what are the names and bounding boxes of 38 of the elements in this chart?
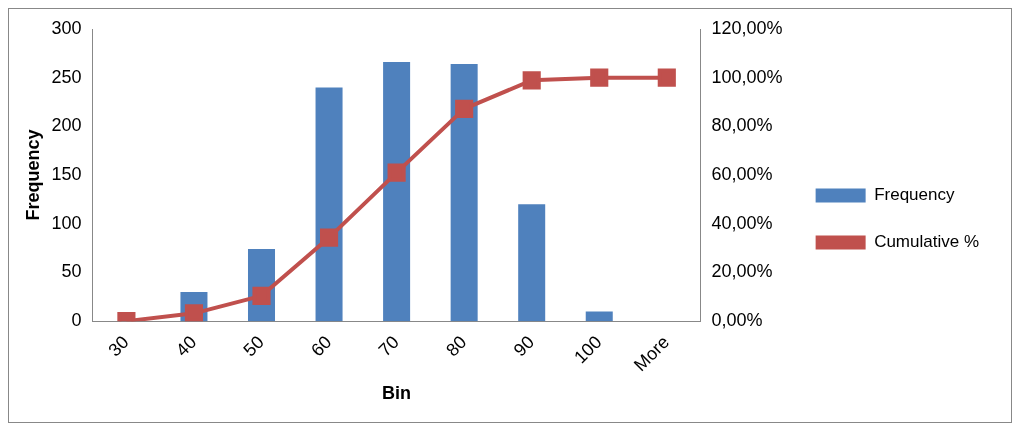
y2-tick-label: 40,00% — [711, 212, 773, 233]
bar — [383, 62, 411, 322]
y2-tick-label: 20,00% — [711, 261, 773, 282]
y-tick-label: 300 — [51, 17, 82, 38]
point — [387, 163, 406, 182]
y-tick-label: 50 — [61, 261, 82, 282]
y-tick-label: 100 — [51, 212, 82, 233]
x-axis-title: Bin — [382, 383, 412, 404]
x-tick-label: 80 — [442, 331, 471, 361]
x-tick-label: 40 — [171, 331, 201, 361]
y-axis-title: Frequency — [22, 129, 43, 221]
bar — [450, 64, 478, 322]
x-tick-label: 60 — [307, 331, 336, 361]
x-tick-label: 100 — [570, 331, 606, 368]
point — [657, 68, 676, 87]
bar — [518, 204, 546, 322]
y2-tick-label: 120,00% — [711, 17, 783, 38]
point — [455, 99, 474, 118]
legend-label: Cumulative % — [874, 232, 979, 252]
y2-tick-label: 60,00% — [711, 164, 773, 185]
point — [319, 228, 339, 247]
y-tick-label: 200 — [51, 115, 82, 136]
y-tick-label: 0 — [71, 310, 82, 331]
bar — [315, 87, 343, 322]
point — [522, 71, 541, 90]
y-tick-label: 150 — [51, 164, 82, 185]
bar — [585, 311, 613, 322]
y2-tick-label: 100,00% — [711, 66, 783, 87]
x-tick-label: 70 — [374, 331, 403, 361]
point — [252, 286, 271, 305]
point — [590, 68, 609, 87]
x-tick-label: 90 — [509, 331, 539, 361]
x-tick-label: 30 — [104, 331, 133, 361]
x-tick-label: 50 — [239, 331, 268, 361]
y-tick-label: 250 — [51, 66, 82, 87]
legend-label: Frequency — [874, 185, 955, 205]
y2-tick-label: 80,00% — [711, 115, 773, 136]
y2-tick-label: 0,00% — [711, 310, 763, 331]
